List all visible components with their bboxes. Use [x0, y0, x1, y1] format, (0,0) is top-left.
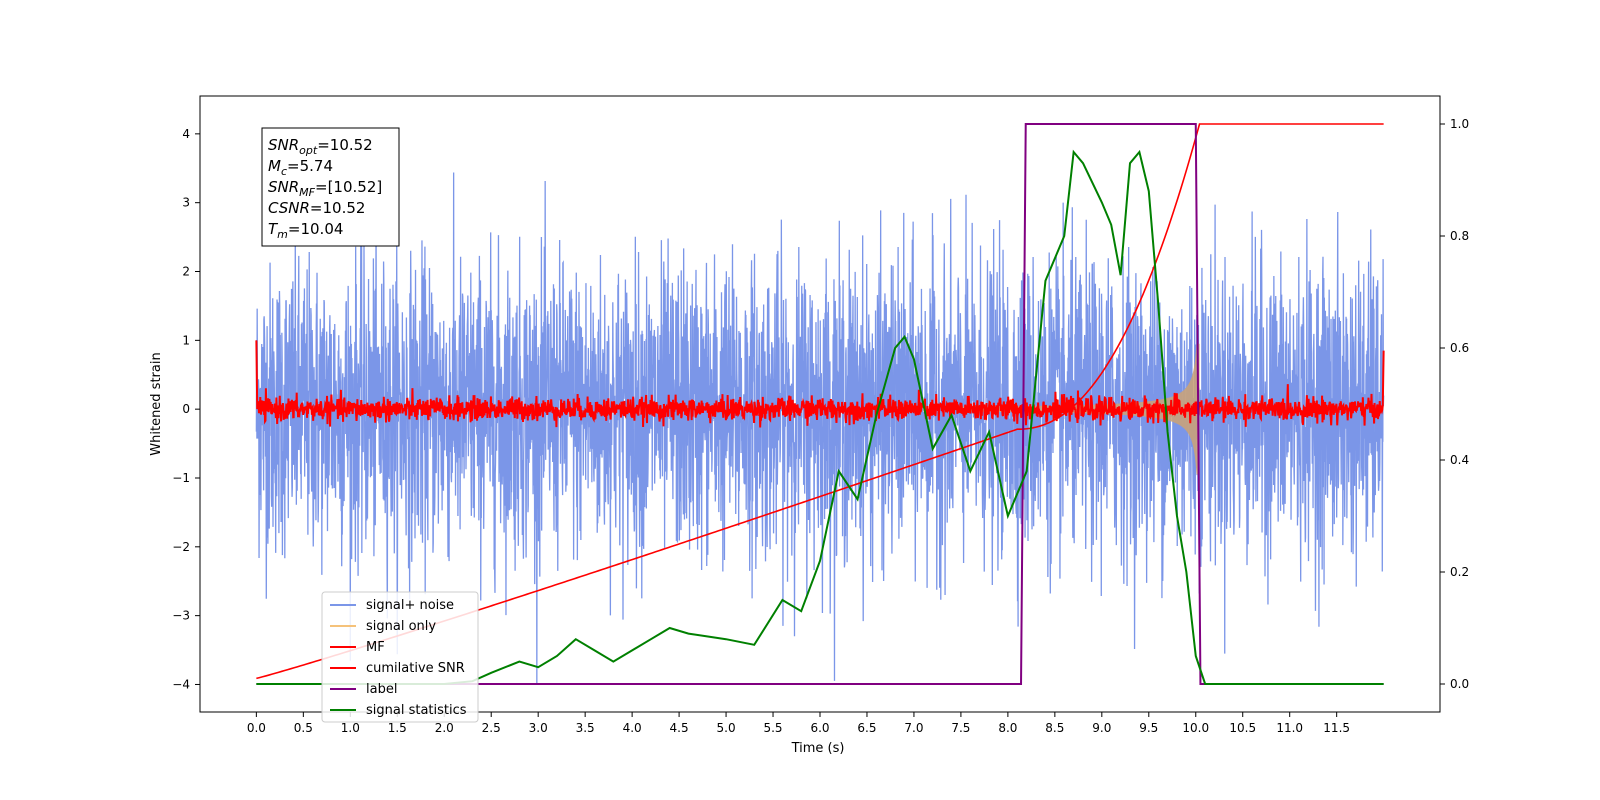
- y2-tick-label: 0.2: [1450, 565, 1469, 579]
- x-tick-label: 6.0: [810, 721, 829, 735]
- annotation-symbol: M: [268, 157, 281, 175]
- x-tick-label: 1.5: [388, 721, 407, 735]
- y-tick-label: 4: [182, 127, 190, 141]
- legend-label: label: [366, 682, 397, 697]
- annotation-frame: [261, 127, 400, 247]
- y2-tick-label: 0.4: [1450, 453, 1469, 467]
- y2-tick-label: 1.0: [1450, 117, 1469, 131]
- series-mf: [255, 340, 1385, 428]
- annotation-line: Tm=10.04: [268, 220, 343, 241]
- annotation-value: =10.52: [317, 136, 373, 154]
- y-tick-label: 0: [182, 402, 190, 416]
- x-tick-label: 4.0: [623, 721, 642, 735]
- annotation-value: =5.74: [287, 157, 333, 175]
- annotation-symbol: SNR: [268, 178, 299, 196]
- y-tick-label: 2: [182, 265, 190, 279]
- annotation-value: =10.04: [288, 220, 344, 238]
- legend-label: signal+ noise: [366, 598, 454, 613]
- annotation-line: Mc=5.74: [268, 157, 333, 178]
- annotation-line: SNRopt=10.52: [268, 136, 373, 157]
- annotation-box: SNRopt=10.52Mc=5.74SNRMF=[10.52]CSNR=10.…: [261, 127, 400, 247]
- x-tick-label: 11.0: [1276, 721, 1303, 735]
- x-tick-label: 9.0: [1092, 721, 1111, 735]
- annotation-subscript: MF: [299, 186, 315, 199]
- annotation-value: =10.52: [310, 199, 366, 217]
- y-axis-label: Whitened strain: [149, 352, 164, 455]
- x-axis-label: Time (s): [791, 741, 845, 756]
- series-signal-statistics: [256, 149, 1384, 685]
- x-tick-label: 7.0: [904, 721, 923, 735]
- x-tick-label: 5.5: [763, 721, 782, 735]
- legend: signal+ noise signal only MF cumilative SNR…: [321, 591, 479, 723]
- x-tick-label: 8.0: [998, 721, 1017, 735]
- legend-label: MF: [366, 640, 385, 655]
- x-tick-label: 8.5: [1045, 721, 1064, 735]
- x-tick-label: 10.0: [1182, 721, 1209, 735]
- y2-tick-label: 0.8: [1450, 229, 1469, 243]
- annotation-line: SNRMF=[10.52]: [268, 178, 382, 199]
- annotation-value: =[10.52]: [315, 178, 382, 196]
- x-tick-label: 4.5: [670, 721, 689, 735]
- x-tick-label: 11.5: [1323, 721, 1350, 735]
- legend-label: signal only: [366, 619, 436, 634]
- x-tick-label: 0.5: [294, 721, 313, 735]
- y-tick-label: −3: [172, 609, 190, 623]
- axes: 0.0 0.5 1.0 1.5 2.0 2.5 3.0 3.5 4.0 4.5 5.0 5.5 6.0 6…: [172, 117, 1469, 735]
- annotation-symbol: T: [268, 220, 279, 238]
- y-tick-label: 3: [182, 196, 190, 210]
- x-tick-label: 2.0: [435, 721, 454, 735]
- legend-frame: [321, 591, 479, 723]
- annotation-subscript: m: [277, 228, 288, 241]
- y-tick-label: −1: [172, 471, 190, 485]
- x-tick-label: 1.0: [341, 721, 360, 735]
- x-tick-label: 10.5: [1229, 721, 1256, 735]
- annotation-subscript: opt: [299, 144, 318, 157]
- y-tick-label: 1: [182, 333, 190, 347]
- x-tick-label: 9.5: [1139, 721, 1158, 735]
- x-tick-label: 6.5: [857, 721, 876, 735]
- y-tick-label: −4: [172, 677, 190, 691]
- x-tick-label: 7.5: [951, 721, 970, 735]
- legend-label: signal statistics: [366, 703, 467, 718]
- y2-tick-label: 0.0: [1450, 677, 1469, 691]
- annotation-symbol: CSNR: [268, 199, 310, 217]
- x-tick-label: 0.0: [247, 721, 266, 735]
- x-tick-label: 2.5: [482, 721, 501, 735]
- x-tick-label: 5.0: [717, 721, 736, 735]
- y-tick-label: −2: [172, 540, 190, 554]
- x-tick-label: 3.5: [576, 721, 595, 735]
- annotation-subscript: c: [281, 165, 287, 178]
- x-tick-label: 3.0: [529, 721, 548, 735]
- annotation-symbol: SNR: [268, 136, 299, 154]
- series-signal-only: [960, 343, 1200, 475]
- y2-tick-label: 0.6: [1450, 341, 1469, 355]
- legend-label: cumilative SNR: [366, 661, 465, 676]
- annotation-line: CSNR=10.52: [268, 199, 365, 217]
